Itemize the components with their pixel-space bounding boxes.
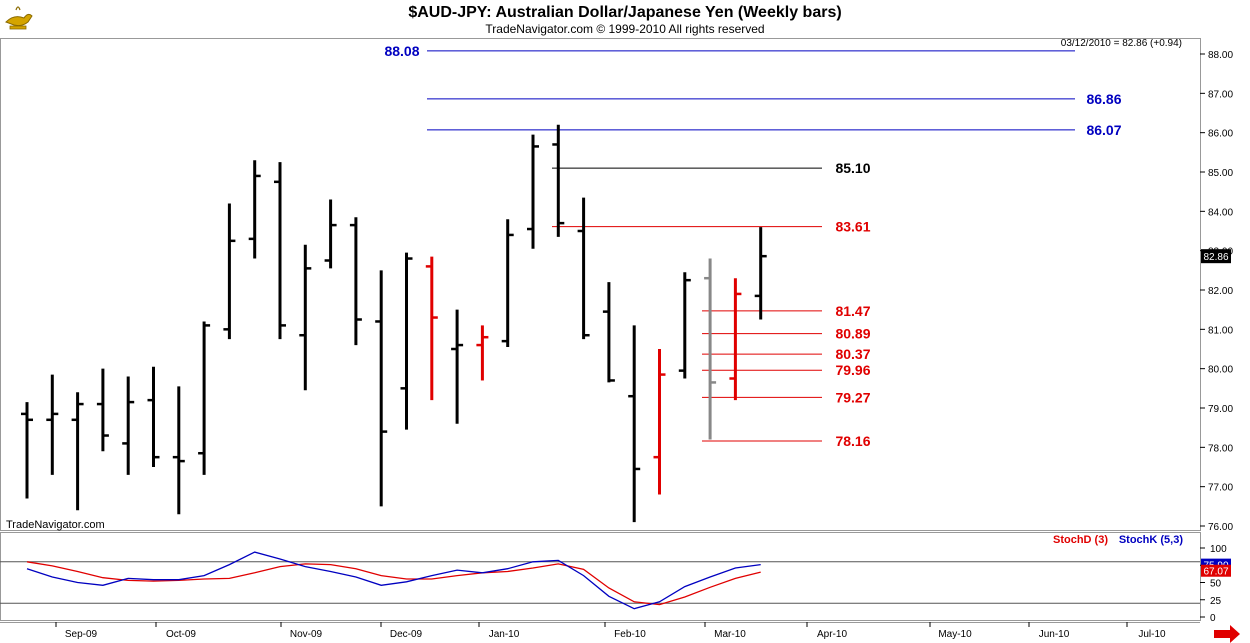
- price-tick-label: 85.00: [1208, 168, 1233, 179]
- time-tick-label: Oct-09: [166, 629, 196, 640]
- copyright-text: TradeNavigator.com © 1999-2010 All right…: [485, 22, 764, 36]
- level-label: 86.07: [1086, 122, 1121, 138]
- stochastic-panel: [0, 532, 1201, 621]
- ohlc-bar: [451, 309, 464, 424]
- ohlc-bar: [628, 325, 641, 523]
- price-tick-label: 78.00: [1208, 443, 1233, 454]
- time-tick-label: Apr-10: [817, 629, 847, 640]
- support-resistance-levels: 88.08 86.86 86.07 85.10 83.61 81.47 80.89 80.37…: [384, 43, 1121, 449]
- price-tick-label: 86.00: [1208, 129, 1233, 140]
- ohlc-bar: [96, 368, 109, 452]
- time-axis: Sep-09 Oct-09 Nov-09 Dec-09 Jan-10 Feb-10 Mar-…: [55, 622, 1166, 640]
- stoch-last-value-box: [1201, 564, 1231, 577]
- ohlc-bar: [754, 227, 767, 320]
- ohlc-bar: [425, 256, 438, 401]
- time-tick-label: Nov-09: [290, 629, 323, 640]
- stoch-series-line: [26, 561, 761, 606]
- ohlc-bar: [476, 325, 489, 381]
- stochastic-plot: 100755025075.9067.07: [0, 544, 1231, 624]
- time-tick-label: Sep-09: [65, 629, 98, 640]
- level-label: 78.16: [835, 433, 870, 449]
- time-tick-label: Dec-09: [390, 629, 423, 640]
- last-price-label: 82.86: [1203, 252, 1228, 263]
- ohlc-bar: [527, 134, 539, 249]
- stoch-k-legend: StochK (5,3): [1119, 534, 1184, 546]
- level-label: 80.37: [835, 346, 870, 362]
- ohlc-bar: [172, 386, 185, 515]
- genie-lamp-icon: [5, 6, 33, 30]
- price-axis: 76.0077.0078.0079.0080.0081.0082.0083.00…: [1200, 50, 1233, 533]
- chart-title: $AUD-JPY: Australian Dollar/Japanese Yen…: [408, 4, 841, 21]
- stoch-d-legend: StochD (3): [1053, 534, 1108, 546]
- ohlc-bar: [46, 374, 59, 475]
- price-tick-label: 88.00: [1208, 50, 1233, 61]
- time-tick-label: May-10: [938, 629, 972, 640]
- level-label: 86.86: [1086, 91, 1121, 107]
- level-label: 83.61: [835, 219, 870, 235]
- price-tick-label: 77.00: [1208, 483, 1233, 494]
- price-tick-label: 82.00: [1208, 286, 1233, 297]
- time-tick-label: Jun-10: [1039, 629, 1070, 640]
- price-tick-label: 80.00: [1208, 365, 1233, 376]
- watermark-text: TradeNavigator.com: [6, 519, 105, 531]
- last-price-readout: 03/12/2010 = 82.86 (+0.94): [1061, 38, 1182, 49]
- price-tick-label: 84.00: [1208, 207, 1233, 218]
- stoch-tick-label: 50: [1210, 579, 1222, 590]
- ohlc-bar: [678, 272, 691, 379]
- ohlc-bar: [223, 203, 236, 340]
- ohlc-bar: [198, 321, 211, 475]
- ohlc-bar: [653, 349, 666, 495]
- ohlc-bar: [577, 197, 590, 340]
- time-tick-label: Mar-10: [714, 629, 746, 640]
- ohlc-bar: [122, 376, 135, 475]
- level-label: 85.10: [835, 160, 870, 176]
- time-tick-label: Jan-10: [489, 629, 520, 640]
- price-tick-label: 76.00: [1208, 522, 1233, 533]
- time-tick-label: Feb-10: [614, 629, 646, 640]
- ohlc-bar: [375, 270, 388, 507]
- ohlc-bar: [704, 258, 717, 440]
- ohlc-bar: [71, 392, 84, 511]
- ohlc-bar: [501, 219, 514, 348]
- price-tick-label: 79.00: [1208, 404, 1233, 415]
- ohlc-bar: [552, 124, 565, 237]
- ohlc-bar: [349, 217, 362, 346]
- level-label: 88.08: [384, 43, 419, 59]
- ohlc-bars: [21, 124, 767, 523]
- ohlc-bar: [299, 244, 312, 391]
- scroll-right-arrow-icon[interactable]: [1214, 625, 1240, 643]
- ohlc-bar: [147, 366, 160, 467]
- stoch-tick-label: 100: [1210, 544, 1227, 555]
- last-price-box: [1201, 249, 1231, 264]
- stoch-tick-label: 0: [1210, 613, 1216, 624]
- level-label: 81.47: [835, 303, 870, 319]
- time-tick-label: Jul-10: [1138, 629, 1166, 640]
- level-label: 80.89: [835, 326, 870, 342]
- ohlc-bar: [400, 252, 413, 430]
- ohlc-bar: [248, 160, 261, 259]
- stoch-last-value: 67.07: [1203, 567, 1228, 578]
- stoch-series-line: [26, 551, 761, 610]
- ohlc-bar: [274, 162, 286, 340]
- ohlc-bar: [21, 402, 33, 499]
- ohlc-bar: [324, 199, 337, 269]
- price-tick-label: 87.00: [1208, 89, 1233, 100]
- price-tick-label: 81.00: [1208, 325, 1233, 336]
- stoch-tick-label: 25: [1210, 596, 1222, 607]
- level-label: 79.96: [835, 362, 870, 378]
- level-label: 79.27: [835, 389, 870, 405]
- ohlc-bar: [602, 282, 615, 383]
- ohlc-bar: [729, 278, 742, 401]
- price-panel: [0, 38, 1201, 531]
